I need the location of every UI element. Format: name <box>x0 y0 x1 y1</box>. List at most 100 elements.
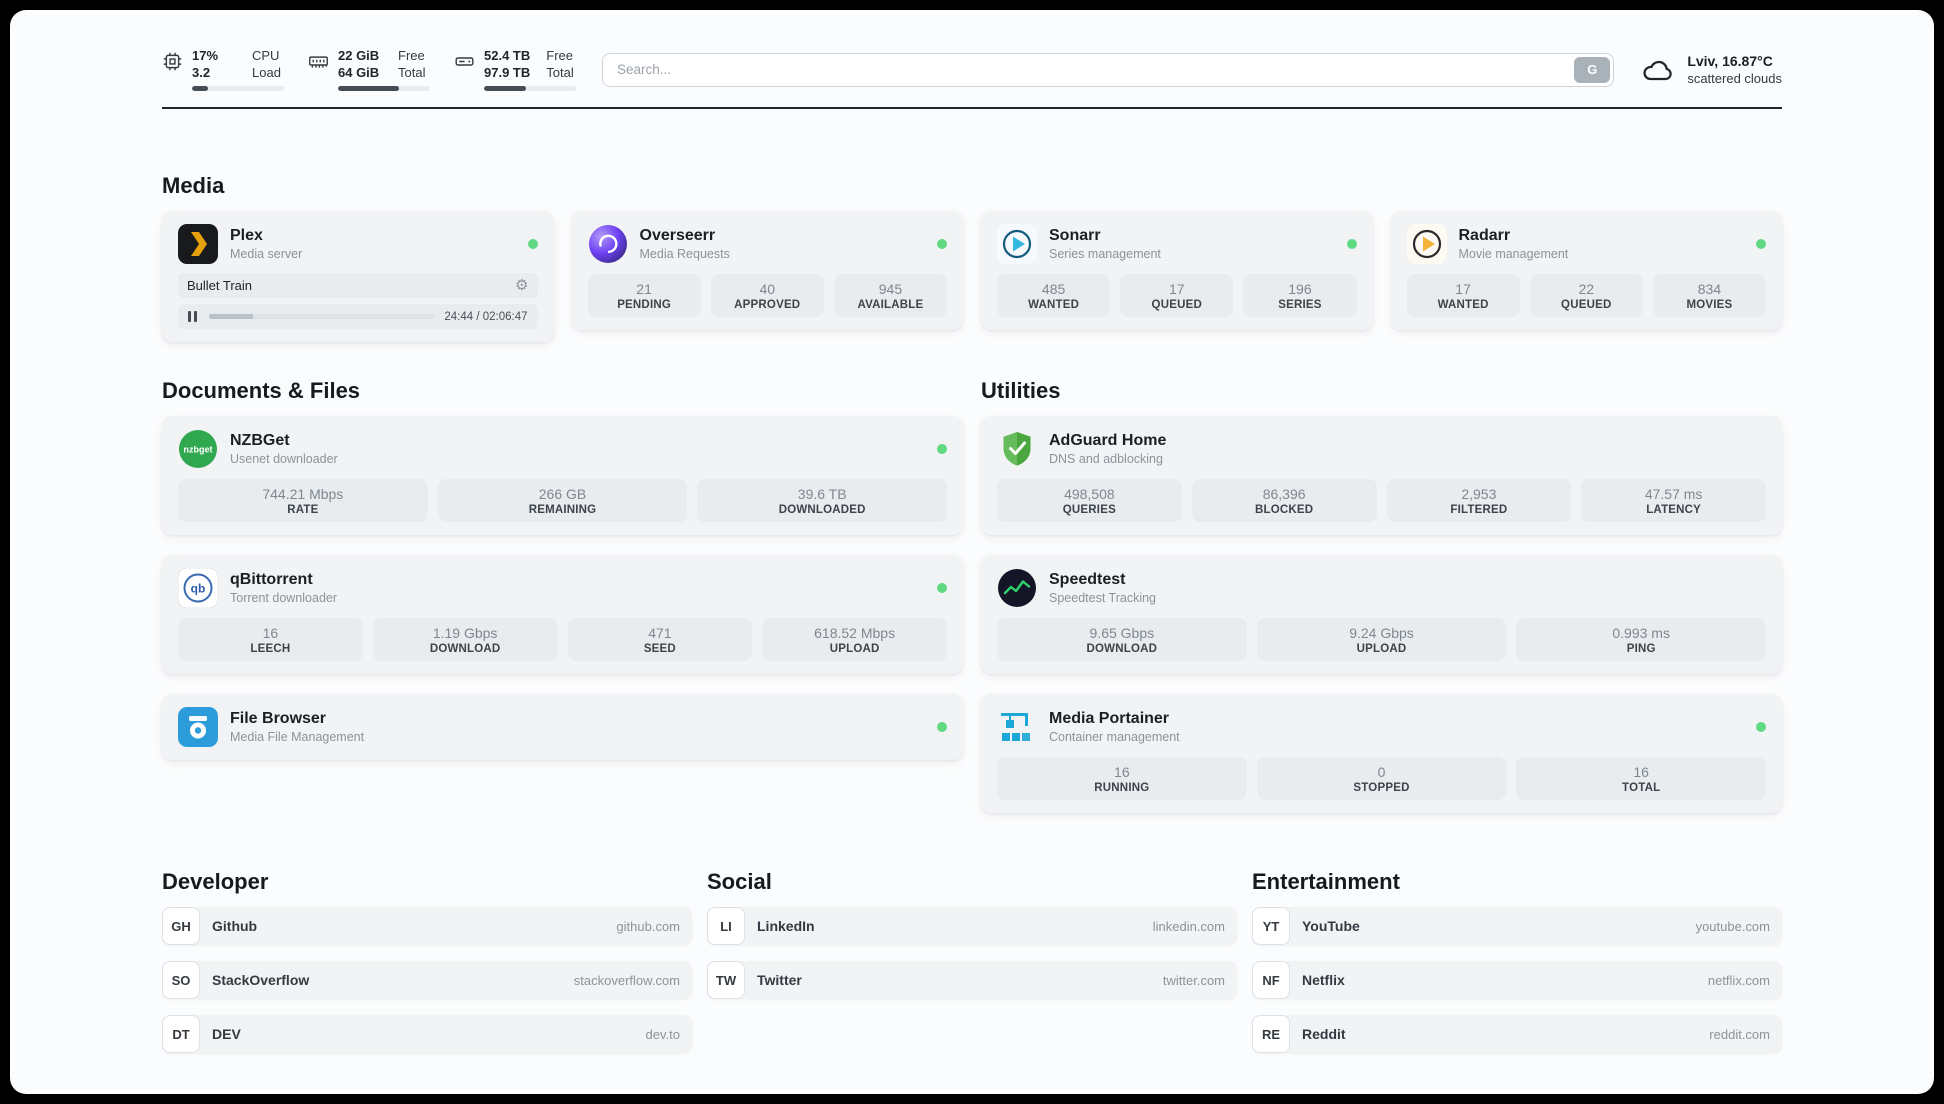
app-card-speedtest[interactable]: Speedtest Speedtest Tracking 9.65 Gbps D… <box>981 555 1782 674</box>
bookmark-abbr: LI <box>707 907 745 945</box>
overseerr-icon <box>588 224 628 264</box>
app-subtitle: Speedtest Tracking <box>1049 591 1157 605</box>
nzbget-icon: nzbget <box>178 429 218 469</box>
bookmark-abbr: DT <box>162 1015 200 1053</box>
portainer-icon <box>997 707 1037 747</box>
system-metrics: 17% 3.2 CPU Load <box>162 48 576 91</box>
app-card-nzbget[interactable]: nzbget NZBGet Usenet downloader 744.21 M… <box>162 416 963 535</box>
stat-series: 196 SERIES <box>1243 274 1357 317</box>
disk-free-label: Free <box>546 48 573 63</box>
bookmark-abbr: NF <box>1252 961 1290 999</box>
app-card-adguard[interactable]: AdGuard Home DNS and adblocking 498,508 … <box>981 416 1782 535</box>
section-media: Media Plex Media server <box>162 173 1782 342</box>
status-dot-online <box>937 444 947 454</box>
disk-widget: 52.4 TB 97.9 TB Free Total <box>454 48 576 91</box>
bookmark-github[interactable]: GH Github github.com <box>162 907 692 945</box>
bookmark-name: YouTube <box>1302 918 1360 934</box>
radarr-icon <box>1406 224 1447 264</box>
section-developer: Developer GH Github github.com SO StackO… <box>162 869 692 1053</box>
seek-bar[interactable] <box>208 314 435 319</box>
stat-queued: 17 QUEUED <box>1120 274 1234 317</box>
bookmark-reddit[interactable]: RE Reddit reddit.com <box>1252 1015 1782 1053</box>
cloud-icon <box>1640 52 1676 88</box>
weather-condition: scattered clouds <box>1687 71 1782 86</box>
section-title-documents: Documents & Files <box>162 378 361 403</box>
stat-seed: 471 SEED <box>567 618 753 661</box>
stat-download: 9.65 Gbps DOWNLOAD <box>997 618 1247 661</box>
svg-text:nzbget: nzbget <box>184 445 213 455</box>
bookmark-name: Reddit <box>1302 1026 1346 1042</box>
ram-icon <box>308 48 329 72</box>
status-dot-online <box>1756 722 1766 732</box>
bookmark-url: twitter.com <box>1162 972 1225 988</box>
app-card-plex[interactable]: Plex Media server Bullet Train ⚙ <box>162 211 554 342</box>
cpu-load-value: 3.2 <box>192 65 211 80</box>
app-name: Overseerr <box>639 227 716 244</box>
speedtest-icon <box>997 568 1037 608</box>
app-subtitle: Media File Management <box>230 730 365 744</box>
app-card-qbittorrent[interactable]: qb qBittorrent Torrent downloader 16 <box>162 555 963 674</box>
bookmark-name: Netflix <box>1302 972 1345 988</box>
playback-time: 24:44 / 02:06:47 <box>444 310 528 323</box>
stat-queries: 498,508 QUERIES <box>997 479 1182 522</box>
app-card-filebrowser[interactable]: File Browser Media File Management <box>162 694 963 760</box>
stat-wanted: 17 WANTED <box>1406 274 1520 317</box>
stat-leech: 16 LEECH <box>178 618 363 661</box>
bookmark-netflix[interactable]: NF Netflix netflix.com <box>1252 961 1782 999</box>
app-subtitle: Media Requests <box>639 247 730 261</box>
bookmark-url: netflix.com <box>1707 972 1770 988</box>
app-subtitle: Media server <box>230 247 303 261</box>
status-dot-online <box>937 583 947 593</box>
bookmark-url: linkedin.com <box>1152 918 1225 934</box>
cpu-progress-bar <box>192 86 284 91</box>
bookmark-url: reddit.com <box>1709 1026 1770 1042</box>
stat-pending: 21 PENDING <box>587 274 701 317</box>
stat-queued: 22 QUEUED <box>1529 274 1643 317</box>
app-subtitle: Usenet downloader <box>230 452 338 466</box>
search-engine-button[interactable]: G <box>1574 56 1611 83</box>
weather-widget: Lviv, 16.87°C scattered clouds <box>1640 52 1782 88</box>
bookmark-youtube[interactable]: YT YouTube youtube.com <box>1252 907 1782 945</box>
app-subtitle: Torrent downloader <box>230 591 338 605</box>
stat-running: 16 RUNNING <box>997 757 1247 800</box>
header-bar: 17% 3.2 CPU Load <box>162 48 1782 91</box>
app-name: Sonarr <box>1049 227 1101 244</box>
weather-location: Lviv, 16.87°C <box>1687 53 1773 69</box>
filebrowser-icon <box>178 707 218 747</box>
cpu-icon <box>162 48 183 72</box>
bookmark-twitter[interactable]: TW Twitter twitter.com <box>707 961 1237 999</box>
app-name: Radarr <box>1458 227 1511 244</box>
pause-icon[interactable] <box>186 307 199 326</box>
bookmark-abbr: YT <box>1252 907 1290 945</box>
app-card-radarr[interactable]: Radarr Movie management 17 WANTED 22 QUE… <box>1390 211 1782 330</box>
stat-remaining: 266 GB REMAINING <box>437 479 688 522</box>
disk-total-value: 97.9 TB <box>484 65 531 80</box>
ram-free-label: Free <box>398 48 425 63</box>
stat-downloaded: 39.6 TB DOWNLOADED <box>697 479 948 522</box>
ram-widget: 22 GiB 64 GiB Free Total <box>308 48 430 91</box>
now-playing-title: Bullet Train <box>187 278 253 293</box>
section-social: Social LI LinkedIn linkedin.com TW Twitt… <box>707 869 1237 1053</box>
search-input[interactable] <box>602 52 1615 87</box>
adguard-icon <box>997 429 1037 469</box>
section-title-developer: Developer <box>162 869 269 894</box>
bookmark-stackoverflow[interactable]: SO StackOverflow stackoverflow.com <box>162 961 692 999</box>
stat-upload: 9.24 Gbps UPLOAD <box>1256 618 1507 661</box>
stat-blocked: 86,396 BLOCKED <box>1191 479 1377 522</box>
app-name: Media Portainer <box>1049 710 1170 727</box>
stat-latency: 47.57 ms LATENCY <box>1581 479 1766 522</box>
gear-icon[interactable]: ⚙ <box>515 277 529 294</box>
stat-wanted: 485 WANTED <box>997 274 1111 317</box>
dashboard-page: 17% 3.2 CPU Load <box>10 10 1934 1094</box>
app-card-portainer[interactable]: Media Portainer Container management 16 … <box>981 694 1782 813</box>
disk-icon <box>454 48 475 72</box>
bookmark-linkedin[interactable]: LI LinkedIn linkedin.com <box>707 907 1237 945</box>
app-card-sonarr[interactable]: Sonarr Series management 485 WANTED 17 Q… <box>981 211 1373 330</box>
svg-text:qb: qb <box>191 582 206 596</box>
bookmark-dev[interactable]: DT DEV dev.to <box>162 1015 692 1053</box>
bookmark-url: youtube.com <box>1695 918 1770 934</box>
now-playing-row: Bullet Train ⚙ <box>178 273 538 298</box>
cpu-usage-value: 17% <box>192 48 219 63</box>
app-card-overseerr[interactable]: Overseerr Media Requests 21 PENDING 40 A… <box>571 211 963 330</box>
sonarr-icon <box>997 224 1037 264</box>
